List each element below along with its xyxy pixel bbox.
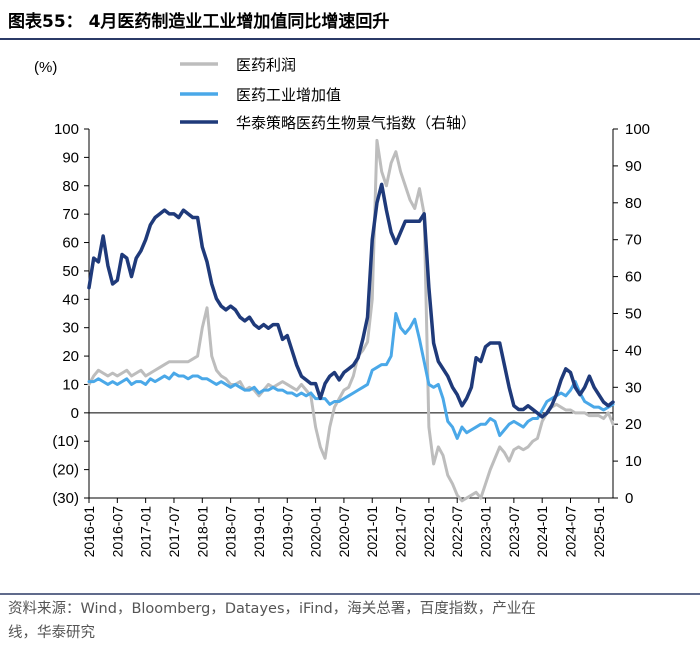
x-tick-label: 2019-01 — [251, 506, 267, 558]
x-tick-label: 2023-07 — [506, 506, 522, 558]
x-tick-label: 2020-01 — [308, 506, 324, 558]
y-right-tick-label: 70 — [625, 232, 642, 249]
y-left-tick-label: 40 — [62, 291, 79, 308]
series-line-profit — [87, 138, 615, 503]
y-right-tick-label: 100 — [625, 121, 650, 138]
y-left-tick-label: 100 — [54, 121, 79, 138]
y-right-tick-label: 10 — [625, 453, 642, 470]
y-right-tick-label: 90 — [625, 158, 642, 175]
x-tick-label: 2019-07 — [279, 506, 295, 558]
legend: 医药利润 医药工业增加值 华泰策略医药生物景气指数（右轴） — [180, 56, 476, 132]
y-left-tick-label: 20 — [62, 348, 79, 365]
y-left-tick-label: 60 — [62, 235, 79, 252]
y-left-tick-label: 90 — [62, 149, 79, 166]
series-layer — [87, 138, 615, 503]
series-line-value-added — [87, 312, 615, 440]
y-right-tick-label: 30 — [625, 379, 642, 396]
x-tick-label: 2024-01 — [534, 506, 550, 558]
x-tick-label: 2016-01 — [81, 506, 97, 558]
x-tick-label: 2023-01 — [478, 506, 494, 558]
y-left-tick-label: 70 — [62, 206, 79, 223]
x-tick-label: 2020-07 — [336, 506, 352, 558]
x-tick-label: 2018-01 — [194, 506, 210, 558]
y-left-tick-label: 30 — [62, 320, 79, 337]
x-tick-label: 2022-01 — [421, 506, 437, 558]
legend-label-profit: 医药利润 — [236, 56, 296, 74]
x-tick-label: 2021-01 — [364, 506, 380, 558]
y-left-tick-label: 80 — [62, 178, 79, 195]
y-left-tick-label: 50 — [62, 263, 79, 280]
series-line-sentiment — [87, 182, 615, 419]
y-left-tick-label: (30) — [52, 490, 79, 507]
axes: (30) (20) (10) 0 10 20 30 40 50 60 70 80 90 100 0 10 20 3… — [52, 121, 650, 557]
legend-label-value-added: 医药工业增加值 — [236, 86, 341, 104]
source-line-1: 资料来源：Wind，Bloomberg，Datayes，iFind，海关总署，百… — [8, 600, 536, 617]
x-tick-label: 2025-01 — [591, 506, 607, 558]
x-tick-label: 2016-07 — [109, 506, 125, 558]
x-tick-label: 2021-07 — [393, 506, 409, 558]
y-right-tick-label: 0 — [625, 490, 633, 507]
x-tick-label: 2024-07 — [563, 506, 579, 558]
y-right-tick-label: 50 — [625, 306, 642, 323]
y-right-tick-label: 60 — [625, 269, 642, 286]
y-left-tick-label: (20) — [52, 462, 79, 479]
legend-label-sentiment: 华泰策略医药生物景气指数（右轴） — [236, 114, 476, 132]
y-right-tick-label: 80 — [625, 195, 642, 212]
y-left-tick-label: (10) — [52, 433, 79, 450]
y-left-tick-label: 10 — [62, 376, 79, 393]
x-tick-label: 2017-01 — [138, 506, 154, 558]
x-tick-label: 2017-07 — [166, 506, 182, 558]
x-tick-label: 2022-07 — [449, 506, 465, 558]
y-left-tick-label: 0 — [71, 405, 79, 422]
y-unit-label: (%) — [34, 59, 57, 76]
y-right-tick-label: 40 — [625, 342, 642, 359]
x-tick-label: 2018-07 — [223, 506, 239, 558]
y-right-tick-label: 20 — [625, 416, 642, 433]
chart-title: 图表55： 4月医药制造业工业增加值同比增速回升 — [8, 11, 389, 32]
source-line-2: 线，华泰研究 — [8, 624, 95, 641]
